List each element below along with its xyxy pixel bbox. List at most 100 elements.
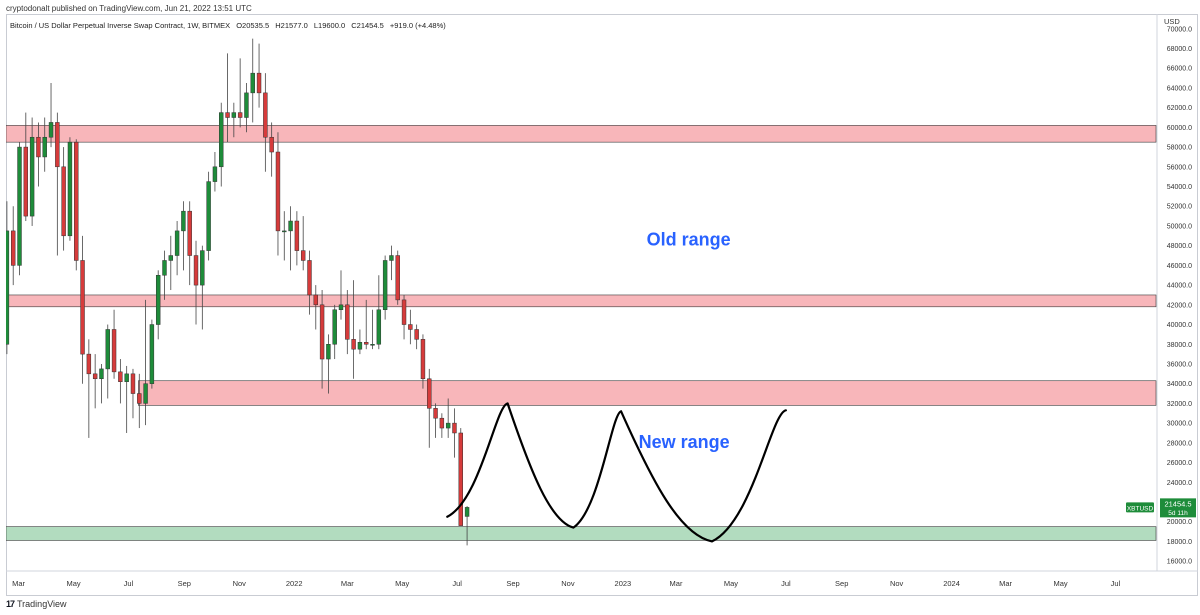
- annotation-old-range[interactable]: Old range: [647, 230, 731, 250]
- candle-body[interactable]: [187, 210, 192, 256]
- candle-body[interactable]: [55, 122, 60, 168]
- candle-body[interactable]: [464, 507, 470, 517]
- candle-body[interactable]: [414, 329, 419, 340]
- candle-body[interactable]: [452, 422, 457, 434]
- candle-body[interactable]: [282, 230, 287, 233]
- candle-body[interactable]: [313, 294, 318, 306]
- symbol-title[interactable]: Bitcoin / US Dollar Perpetual Inverse Sw…: [10, 21, 231, 30]
- support-zone-19k[interactable]: [6, 526, 1157, 541]
- candle-body[interactable]: [275, 151, 281, 232]
- annotation-new-range[interactable]: New range: [639, 432, 730, 452]
- resistance-zone-33k[interactable]: [138, 380, 1157, 406]
- candle-body[interactable]: [294, 220, 300, 251]
- candle-body[interactable]: [48, 122, 54, 138]
- tradingview-brand[interactable]: TradingView: [17, 599, 67, 609]
- candle-body[interactable]: [237, 112, 243, 118]
- candle-body[interactable]: [250, 72, 255, 94]
- candle-body[interactable]: [11, 230, 16, 266]
- price-chart[interactable]: Old range New range USD 16000.0 18000.0 20000…: [6, 14, 1198, 596]
- candle-body[interactable]: [219, 112, 224, 168]
- candle-body[interactable]: [288, 220, 293, 232]
- candle-body[interactable]: [319, 304, 325, 360]
- candle-body[interactable]: [433, 408, 438, 419]
- x-tick-label: May: [724, 579, 738, 588]
- tradingview-logo-icon[interactable]: 17: [6, 599, 15, 609]
- candle-body[interactable]: [300, 250, 306, 261]
- candle-body[interactable]: [427, 378, 432, 409]
- candle-body[interactable]: [168, 255, 174, 261]
- x-tick-label: May: [395, 579, 409, 588]
- candle-body[interactable]: [357, 342, 363, 350]
- candle-body[interactable]: [67, 141, 73, 237]
- candle-body[interactable]: [420, 339, 426, 380]
- candle-body[interactable]: [42, 136, 47, 158]
- candle-body[interactable]: [86, 353, 92, 375]
- candle-body[interactable]: [105, 329, 110, 370]
- resistance-zone-60k[interactable]: [6, 125, 1157, 143]
- candle-body[interactable]: [231, 112, 237, 118]
- candle-body[interactable]: [395, 255, 400, 301]
- candle-body[interactable]: [130, 373, 136, 394]
- y-tick-label: 60000.0: [1167, 125, 1192, 132]
- candle-body[interactable]: [118, 371, 123, 382]
- candle-body[interactable]: [382, 260, 388, 311]
- y-tick-label: 58000.0: [1167, 145, 1192, 152]
- ohlc-high: H21577.0: [275, 21, 308, 30]
- ohlc-change: +919.0 (+4.48%): [389, 21, 446, 30]
- candle-body[interactable]: [351, 339, 356, 350]
- candle-body[interactable]: [326, 344, 331, 360]
- candle-body[interactable]: [193, 255, 199, 286]
- candle-body[interactable]: [206, 181, 211, 251]
- candle-body[interactable]: [244, 92, 249, 118]
- y-tick-label: 54000.0: [1167, 184, 1192, 191]
- candle-body[interactable]: [389, 255, 394, 261]
- candle-body[interactable]: [439, 417, 445, 429]
- candle-body[interactable]: [23, 146, 29, 217]
- candle-body[interactable]: [36, 136, 41, 158]
- x-tick-label: 2024: [943, 579, 960, 588]
- x-tick-label: Nov: [233, 579, 247, 588]
- candle-body[interactable]: [61, 166, 66, 237]
- candle-body[interactable]: [181, 210, 186, 232]
- candle-body[interactable]: [143, 383, 148, 404]
- last-price-tag[interactable]: [1160, 498, 1196, 518]
- x-tick-label: Mar: [999, 579, 1012, 588]
- candle-body[interactable]: [17, 146, 22, 266]
- projection-path[interactable]: [446, 402, 787, 543]
- candle-body[interactable]: [137, 393, 142, 404]
- candle-body[interactable]: [376, 309, 382, 345]
- candle-body[interactable]: [269, 136, 274, 153]
- candle-body[interactable]: [332, 309, 337, 345]
- candle-body[interactable]: [256, 72, 262, 94]
- resistance-zone-42k[interactable]: [6, 294, 1157, 308]
- candle-body[interactable]: [6, 230, 10, 345]
- candle-body[interactable]: [92, 373, 98, 380]
- candle-body[interactable]: [458, 432, 463, 526]
- x-tick-label: Mar: [12, 579, 25, 588]
- candle-body[interactable]: [200, 250, 205, 286]
- candle-body[interactable]: [263, 92, 268, 138]
- candle-body[interactable]: [74, 141, 79, 261]
- candle-body[interactable]: [149, 324, 155, 384]
- candle-body[interactable]: [364, 342, 369, 345]
- candle-body[interactable]: [408, 324, 413, 330]
- candle-body[interactable]: [445, 422, 451, 429]
- candle-body[interactable]: [307, 260, 312, 296]
- candle-body[interactable]: [155, 274, 161, 325]
- y-tick-label: 36000.0: [1167, 361, 1192, 368]
- candle-body[interactable]: [338, 304, 344, 311]
- candle-body[interactable]: [80, 260, 85, 355]
- candle-body[interactable]: [212, 166, 218, 182]
- x-tick-label: May: [66, 579, 80, 588]
- candle-body[interactable]: [111, 329, 117, 373]
- candle-body[interactable]: [401, 299, 407, 325]
- candle-body[interactable]: [99, 368, 104, 380]
- x-tick-label: 2023: [615, 579, 632, 588]
- candle-body[interactable]: [124, 373, 129, 382]
- candle-body[interactable]: [29, 136, 35, 217]
- candle-body[interactable]: [174, 230, 180, 256]
- candle-body[interactable]: [162, 260, 167, 276]
- candle-body[interactable]: [225, 112, 230, 118]
- candle-body[interactable]: [370, 344, 375, 346]
- candle-body[interactable]: [345, 304, 350, 340]
